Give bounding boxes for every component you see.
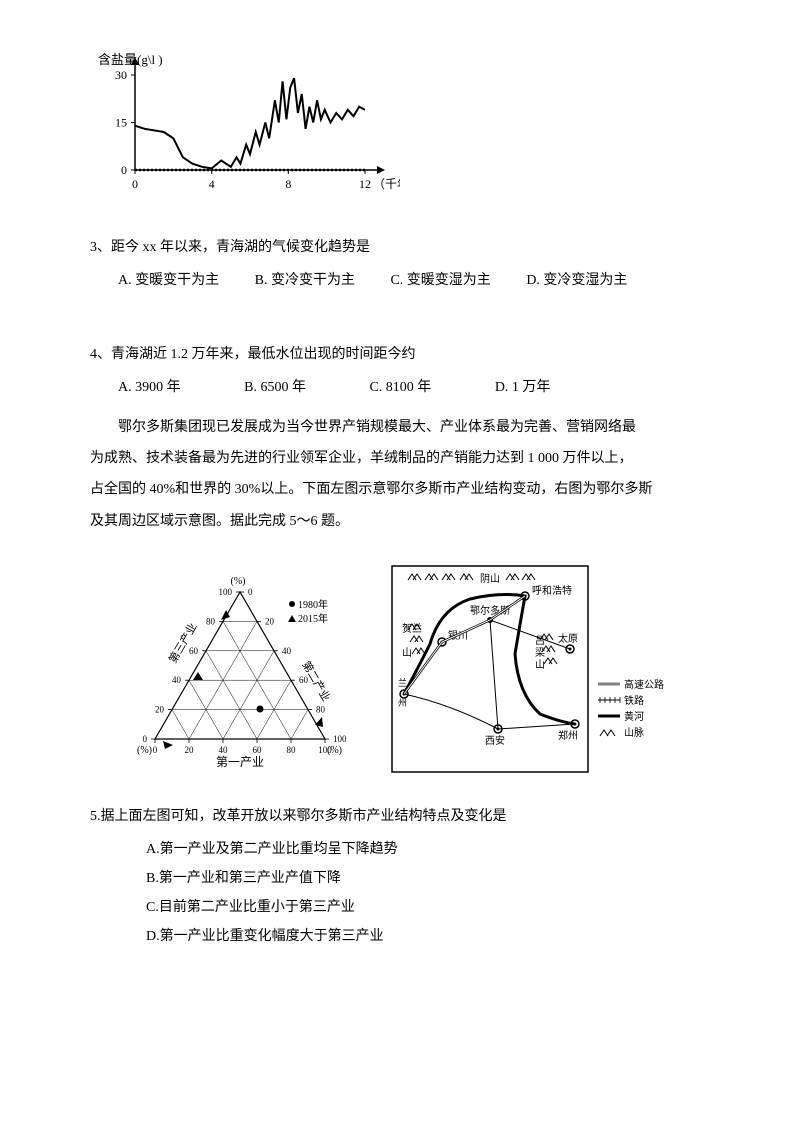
svg-text:60: 60 — [189, 645, 199, 655]
svg-text:兰: 兰 — [398, 677, 407, 688]
svg-text:郑州: 郑州 — [558, 729, 578, 742]
q5-options: A.第一产业及第二产业比重均呈下降趋势 B.第一产业和第三产业产值下降 C.目前… — [90, 837, 710, 950]
q3-opt-d: D. 变冷变湿为主 — [526, 268, 627, 293]
svg-text:20: 20 — [265, 616, 275, 626]
q4-opt-b: B. 6500 年 — [244, 375, 306, 400]
svg-text:0: 0 — [143, 734, 148, 744]
question-5: 5.据上面左图可知，改革开放以来鄂尔多斯市产业结构特点及变化是 — [90, 804, 710, 829]
svg-text:0: 0 — [153, 745, 158, 755]
q3-opt-a: A. 变暖变干为主 — [118, 268, 219, 293]
q4-text: 4、青海湖近 1.2 万年来，最低水位出现的时间距今约 — [90, 347, 416, 362]
svg-text:第三产业: 第三产业 — [165, 620, 199, 665]
regional-map: 阴山呼和浩特鄂尔多斯贺兰山银川吕梁山太原兰州西安郑州高速公路铁路黄河山脉 — [390, 564, 680, 774]
svg-text:2015年: 2015年 — [298, 612, 328, 625]
svg-text:80: 80 — [316, 704, 326, 714]
svg-text:40: 40 — [219, 745, 229, 755]
svg-text:第一产业: 第一产业 — [216, 755, 264, 769]
svg-text:40: 40 — [172, 675, 182, 685]
q5-text: 5.据上面左图可知，改革开放以来鄂尔多斯市产业结构特点及变化是 — [90, 809, 507, 824]
svg-text:60: 60 — [253, 745, 263, 755]
passage-line4: 及其周边区域示意图。据此完成 5～6 题。 — [90, 509, 710, 534]
svg-text:0: 0 — [132, 177, 138, 191]
triangle-chart: 020406080100020406080100020406080100(%)(… — [120, 564, 360, 774]
svg-text:15: 15 — [115, 116, 127, 130]
svg-text:20: 20 — [155, 704, 165, 714]
q4-opt-d: D. 1 万年 — [495, 375, 551, 400]
svg-text:12: 12 — [359, 177, 371, 191]
svg-text:1980年: 1980年 — [298, 598, 328, 611]
q4-options: A. 3900 年 B. 6500 年 C. 8100 年 D. 1 万年 — [90, 375, 710, 400]
q3-text: 3、距今 xx 年以来，青海湖的气候变化趋势是 — [90, 240, 370, 255]
svg-text:(%): (%) — [327, 745, 342, 756]
svg-text:(%): (%) — [137, 745, 152, 756]
svg-text:山: 山 — [535, 659, 545, 671]
question-4: 4、青海湖近 1.2 万年来，最低水位出现的时间距今约 — [90, 342, 710, 367]
svg-text:8: 8 — [285, 177, 291, 191]
svg-text:100: 100 — [333, 734, 347, 744]
passage-line3: 占全国的 40%和世界的 30%以上。下面左图示意鄂尔多斯市产业结构变动，右图为… — [90, 477, 710, 502]
q3-opt-c: C. 变暖变湿为主 — [390, 268, 490, 293]
svg-text:40: 40 — [282, 645, 292, 655]
q5-opt-c: C.目前第二产业比重小于第三产业 — [146, 895, 710, 920]
figures-row: 020406080100020406080100020406080100(%)(… — [90, 564, 710, 774]
svg-text:80: 80 — [206, 616, 216, 626]
passage-line1: 鄂尔多斯集团现已发展成为当今世界产销规模最大、产业体系最为完善、营销网络最 — [90, 415, 710, 440]
svg-text:太原: 太原 — [558, 632, 578, 645]
salinity-svg: 含盐量(g\l ) 0 15 30 0 4 8 12（千年） — [90, 50, 400, 220]
passage-line2: 为成熟、技术装备最为先进的行业领军企业，羊绒制品的产销能力达到 1 000 万件… — [90, 446, 710, 471]
svg-text:西安: 西安 — [485, 734, 505, 747]
q5-opt-b: B.第一产业和第三产业产值下降 — [146, 866, 710, 891]
svg-text:4: 4 — [209, 177, 215, 191]
svg-text:(%): (%) — [231, 576, 246, 587]
q5-opt-d: D.第一产业比重变化幅度大于第三产业 — [146, 924, 710, 949]
svg-text:梁: 梁 — [535, 646, 545, 659]
svg-text:黄河: 黄河 — [624, 710, 644, 723]
svg-text:呼和浩特: 呼和浩特 — [532, 585, 572, 597]
svg-text:山脉: 山脉 — [624, 726, 644, 739]
svg-text:（千年）: （千年） — [373, 177, 400, 191]
svg-text:20: 20 — [185, 745, 195, 755]
svg-text:0: 0 — [121, 163, 127, 177]
q4-opt-c: C. 8100 年 — [369, 375, 431, 400]
svg-text:0: 0 — [248, 587, 253, 597]
q3-options: A. 变暖变干为主 B. 变冷变干为主 C. 变暖变湿为主 D. 变冷变湿为主 — [90, 268, 710, 293]
svg-text:州: 州 — [398, 698, 407, 708]
svg-text:含盐量(g\l ): 含盐量(g\l ) — [98, 52, 163, 67]
svg-text:100: 100 — [219, 587, 233, 597]
svg-text:贺兰: 贺兰 — [402, 622, 422, 635]
svg-text:阴山: 阴山 — [480, 573, 500, 585]
salinity-chart: 含盐量(g\l ) 0 15 30 0 4 8 12（千年） — [90, 50, 710, 220]
svg-text:铁路: 铁路 — [624, 694, 644, 707]
svg-text:山: 山 — [402, 647, 412, 659]
question-3: 3、距今 xx 年以来，青海湖的气候变化趋势是 — [90, 235, 710, 260]
q4-opt-a: A. 3900 年 — [118, 375, 181, 400]
svg-text:30: 30 — [115, 68, 127, 82]
svg-text:高速公路: 高速公路 — [624, 678, 664, 691]
q5-opt-a: A.第一产业及第二产业比重均呈下降趋势 — [146, 837, 710, 862]
svg-text:80: 80 — [287, 745, 297, 755]
q3-opt-b: B. 变冷变干为主 — [255, 268, 355, 293]
